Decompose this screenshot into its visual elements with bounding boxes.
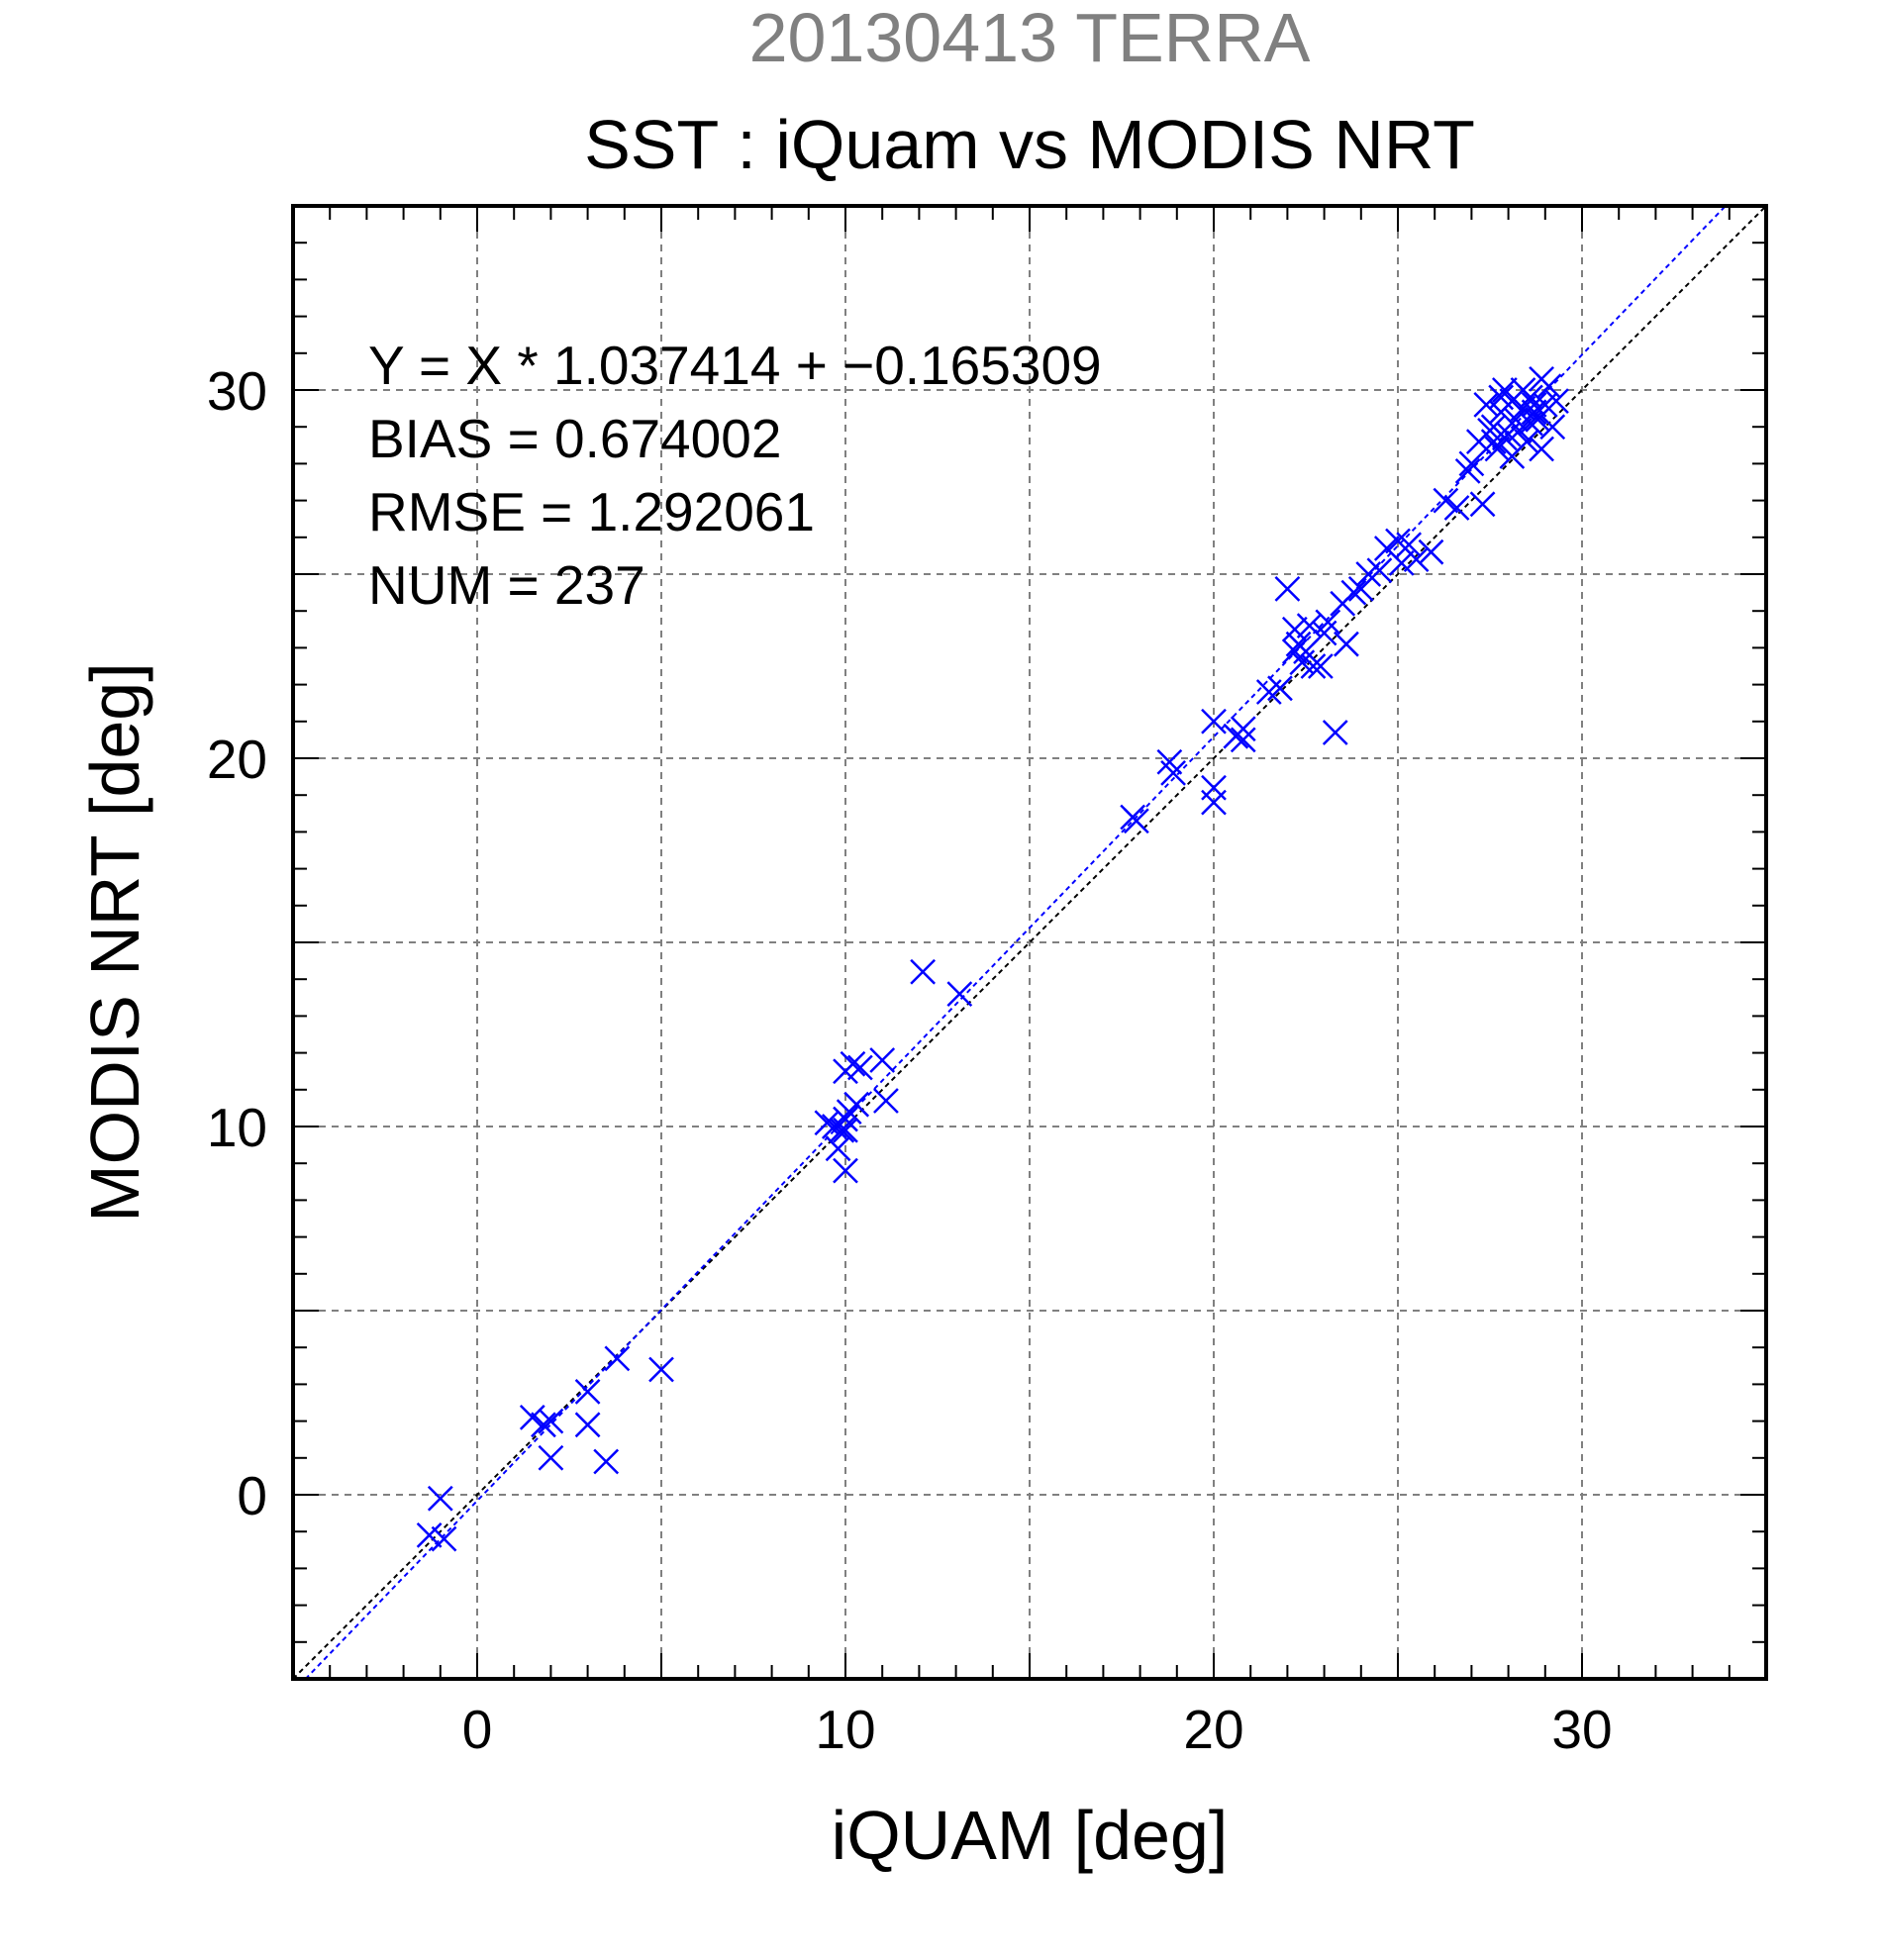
data-point [1322,720,1348,745]
data-point [431,1525,457,1552]
data-point [1488,384,1515,411]
data-point [531,1412,556,1438]
chart-supertitle: 20130413 TERRA [749,0,1311,76]
y-axis-label: MODIS NRT [deg] [76,662,153,1222]
data-points [416,365,1569,1552]
stats-annotation: Y = X * 1.037414 + −0.165309 BIAS = 0.67… [368,335,1102,616]
data-point [1506,418,1533,443]
data-point [1458,450,1485,477]
x-tick-label: 30 [1551,1699,1612,1760]
data-point [1543,388,1569,415]
data-point [574,1378,601,1405]
data-point [1491,425,1518,451]
x-tick-label: 20 [1183,1699,1243,1760]
data-point [519,1404,545,1430]
data-point [1307,653,1334,679]
data-point [840,1050,866,1077]
data-point [946,981,973,1007]
data-point [1518,410,1543,437]
x-tick-label: 0 [462,1699,493,1760]
data-point [1281,638,1308,665]
data-point [1539,414,1566,441]
data-point [1469,491,1496,518]
data-point [1201,774,1227,801]
x-tick-label: 10 [815,1699,875,1760]
chart-title: SST : iQuam vs MODIS NRT [584,106,1475,183]
data-point [1535,373,1562,400]
x-axis-label: iQUAM [deg] [832,1797,1229,1874]
data-point [1274,575,1301,602]
data-point [873,1088,899,1114]
data-point [538,1408,564,1434]
data-point [1473,391,1500,418]
data-point [833,1157,858,1184]
data-point [427,1485,453,1512]
data-point [1403,546,1430,573]
data-point [1418,539,1444,565]
data-point [833,1117,858,1143]
axis-ticks [293,206,1766,1679]
y-tick-label: 10 [207,1097,267,1158]
data-point [416,1522,443,1548]
data-point [1484,436,1511,462]
data-point [648,1356,674,1383]
data-point [1433,487,1459,514]
grid-lines [293,206,1766,1679]
data-point [1454,457,1481,484]
y-tick-labels: 0 10 20 30 [207,360,267,1526]
data-point [1529,436,1554,462]
x-tick-labels: 0 10 20 30 [462,1699,1613,1760]
data-point [833,1106,858,1132]
data-point [843,1091,870,1118]
y-tick-label: 0 [237,1465,267,1526]
data-point [846,1054,873,1081]
data-point [869,1047,896,1073]
data-point [1230,716,1256,742]
data-point [1334,631,1359,657]
data-point [574,1412,601,1438]
data-point [1388,549,1415,576]
data-point [1300,653,1327,679]
data-point [1315,609,1341,636]
data-point [1267,675,1293,702]
rmse-text: RMSE = 1.292061 [368,481,815,542]
data-point [604,1345,631,1372]
data-point [1366,557,1393,584]
data-point [1230,727,1256,753]
data-point [1281,616,1308,642]
plot-frame [291,204,1768,1681]
data-point [1123,808,1149,834]
fit-equation-text: Y = X * 1.037414 + −0.165309 [368,335,1102,396]
num-text: NUM = 237 [368,554,645,616]
data-point [1201,708,1227,735]
bias-text: BIAS = 0.674002 [368,408,781,469]
regression-fit-line [304,206,1728,1679]
data-point [538,1444,564,1471]
data-point [1340,579,1367,606]
data-point [910,958,937,985]
y-tick-label: 20 [207,729,267,790]
data-point [593,1448,620,1475]
data-point [1443,495,1470,521]
data-point [1160,759,1186,786]
y-tick-label: 30 [207,360,267,422]
data-point [1396,532,1423,558]
